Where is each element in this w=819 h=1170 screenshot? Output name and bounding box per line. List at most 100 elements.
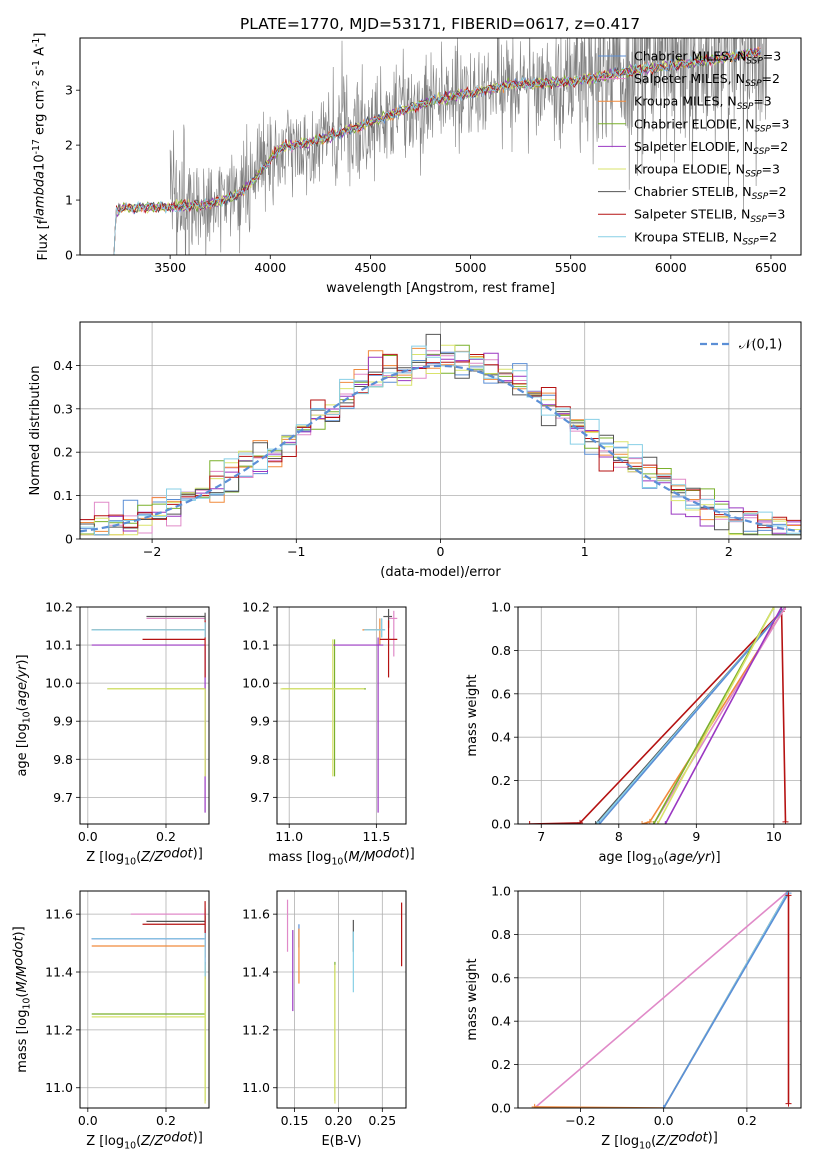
label-fragment: odot — [12, 936, 27, 966]
x-axis-label: Z [log10(Z/Zodot)] — [601, 1131, 718, 1152]
legend-entry: Salpeter STELIB, NSSP=3 — [634, 207, 785, 225]
weight-marker-kroupa_elodie — [770, 607, 777, 610]
x-tick-label: 2 — [725, 544, 733, 559]
y-tick-label: 0.8 — [491, 927, 511, 942]
y-axis-label: mass weight — [465, 674, 480, 756]
label-fragment: Z [log — [86, 1134, 124, 1149]
plot-area — [91, 612, 206, 813]
label-fragment: (data-model)/error — [380, 565, 501, 580]
legend-entry: 𝒩(0,1) — [739, 338, 782, 353]
y-tick-label: 11.0 — [45, 1080, 73, 1095]
label-fragment: =2 — [759, 229, 777, 244]
y-tick-label: 0.4 — [491, 730, 511, 745]
label-fragment: Salpeter MILES, N — [634, 71, 745, 86]
label-fragment: Kroupa MILES, N — [634, 94, 737, 109]
y-tick-label: 9.8 — [250, 752, 270, 767]
label-fragment: 10 — [33, 154, 48, 171]
mass-vs-reddening-panel: 0.15 0.20 0.25 11.0 11.2 11.4 11.6 E(B-V) — [242, 890, 407, 1149]
label-fragment: Kroupa ELODIE, N — [634, 162, 745, 177]
label-fragment: ( — [15, 706, 30, 711]
label-fragment: ( — [343, 850, 348, 865]
normal-distribution-curve — [80, 364, 801, 533]
legend-entry: Salpeter MILES, NSSP=2 — [634, 71, 780, 89]
age-vs-mass-panel: 11.0 11.5 9.7 9.8 9.9 10.0 10.1 10.2 mass [log10… — [242, 600, 415, 868]
x-axis-label: age [log10(age/yr)] — [598, 850, 720, 867]
label-fragment: mass weight — [465, 674, 480, 756]
label-fragment: ] — [33, 33, 48, 38]
x-tick-label: −0.2 — [565, 1113, 595, 1128]
weight-marker-kroupa_stelib — [594, 821, 601, 824]
label-fragment: )] — [15, 654, 30, 664]
label-fragment: -1 — [31, 38, 42, 47]
label-fragment: ( — [651, 1134, 656, 1149]
label-fragment: 10 — [652, 856, 664, 867]
y-tick-label: 11.2 — [242, 1022, 270, 1037]
label-fragment: erg cm — [33, 90, 48, 139]
label-fragment: 𝒩(0,1) — [739, 338, 782, 353]
x-tick-label: 4500 — [354, 260, 386, 275]
plot-area — [526, 607, 789, 824]
y-tick-label: 3 — [65, 83, 73, 98]
label-fragment: M/M — [348, 850, 375, 865]
y-axis-label: Flux [flambda10-17 erg cm-2 s-1 A-1] — [31, 33, 51, 261]
label-fragment: =3 — [762, 162, 780, 177]
label-fragment: mass [log — [15, 1010, 30, 1073]
axes-frame — [79, 606, 210, 825]
legend-entry: Kroupa STELIB, NSSP=2 — [634, 229, 777, 247]
label-fragment: Salpeter ELODIE, N — [634, 139, 753, 154]
weight-marker-kroupa_elodie — [654, 821, 661, 824]
legend-entry: Salpeter ELODIE, NSSP=2 — [634, 139, 788, 157]
label-fragment: )] — [193, 847, 203, 862]
label-fragment: Chabrier STELIB, N — [634, 184, 752, 199]
mass-weight-vs-metallicity-panel: −0.2 0.0 0.2 0.0 0.2 0.4 0.6 0.8 1.0 Z [log10(Z/Z… — [465, 884, 802, 1152]
y-axis-label: mass [log10(M/Modot)] — [12, 926, 33, 1072]
y-tick-label: 0.3 — [53, 401, 73, 416]
label-fragment: ( — [664, 850, 669, 865]
model-spectrum-kroupa_elodie — [113, 50, 761, 255]
y-tick-label: 0.1 — [53, 488, 73, 503]
y-tick-label: 0 — [65, 248, 73, 263]
x-tick-label: 5500 — [555, 260, 587, 275]
label-fragment: odot — [678, 1131, 708, 1146]
label-fragment: age [log — [598, 850, 651, 865]
y-tick-label: 0 — [65, 532, 73, 547]
label-fragment: -2 — [31, 80, 42, 89]
axes-frame — [79, 890, 210, 1109]
label-fragment: mass weight — [465, 958, 480, 1040]
y-tick-label: 0.4 — [53, 358, 73, 373]
x-tick-label: 11.5 — [362, 829, 390, 844]
mass-vs-metallicity-panel: 0.0 0.211.011.211.411.6Z [log10(Z/Zodot)]… — [12, 890, 210, 1151]
plot-area — [286, 899, 403, 1104]
weight-marker-kroupa_miles — [531, 1103, 538, 1108]
label-fragment: A — [33, 47, 48, 60]
y-tick-label: 2 — [65, 138, 73, 153]
label-fragment: odot — [163, 847, 193, 862]
legend-entry: Chabrier ELODIE, NSSP=3 — [634, 116, 789, 134]
observed-spectrum-line — [169, 38, 767, 255]
label-fragment: Chabrier MILES, N — [634, 49, 746, 64]
x-tick-label: 4000 — [254, 260, 286, 275]
x-tick-label: 0.20 — [325, 1113, 353, 1128]
label-fragment: =2 — [762, 71, 780, 86]
weight-marker-kroupa_miles — [639, 821, 646, 824]
weight-marker-chabrier_elodie — [650, 821, 657, 824]
legend-entry: Kroupa MILES, NSSP=3 — [634, 94, 772, 112]
x-axis-label: Z [log10(Z/Zodot)] — [86, 847, 203, 868]
axes-frame — [517, 606, 802, 825]
label-fragment: age/yr — [15, 663, 30, 706]
label-fragment: odot — [375, 847, 405, 862]
label-fragment: Salpeter STELIB, N — [634, 207, 750, 222]
label-fragment: SSP — [753, 147, 770, 157]
x-axis-label: E(B-V) — [321, 1134, 361, 1149]
weight-line-chabrier_miles — [598, 607, 787, 824]
weight-line-salpeter_miles — [534, 891, 790, 1108]
label-fragment: odot — [163, 1131, 193, 1146]
x-tick-label: 8 — [615, 829, 623, 844]
histogram-kroupa_stelib — [80, 345, 801, 536]
x-tick-label: 10 — [766, 829, 782, 844]
label-fragment: SSP — [745, 79, 762, 89]
y-tick-label: 0.0 — [491, 817, 511, 832]
label-fragment: 10 — [124, 856, 136, 867]
y-tick-label: 0.8 — [491, 643, 511, 658]
label-fragment: Z [log — [86, 850, 124, 865]
